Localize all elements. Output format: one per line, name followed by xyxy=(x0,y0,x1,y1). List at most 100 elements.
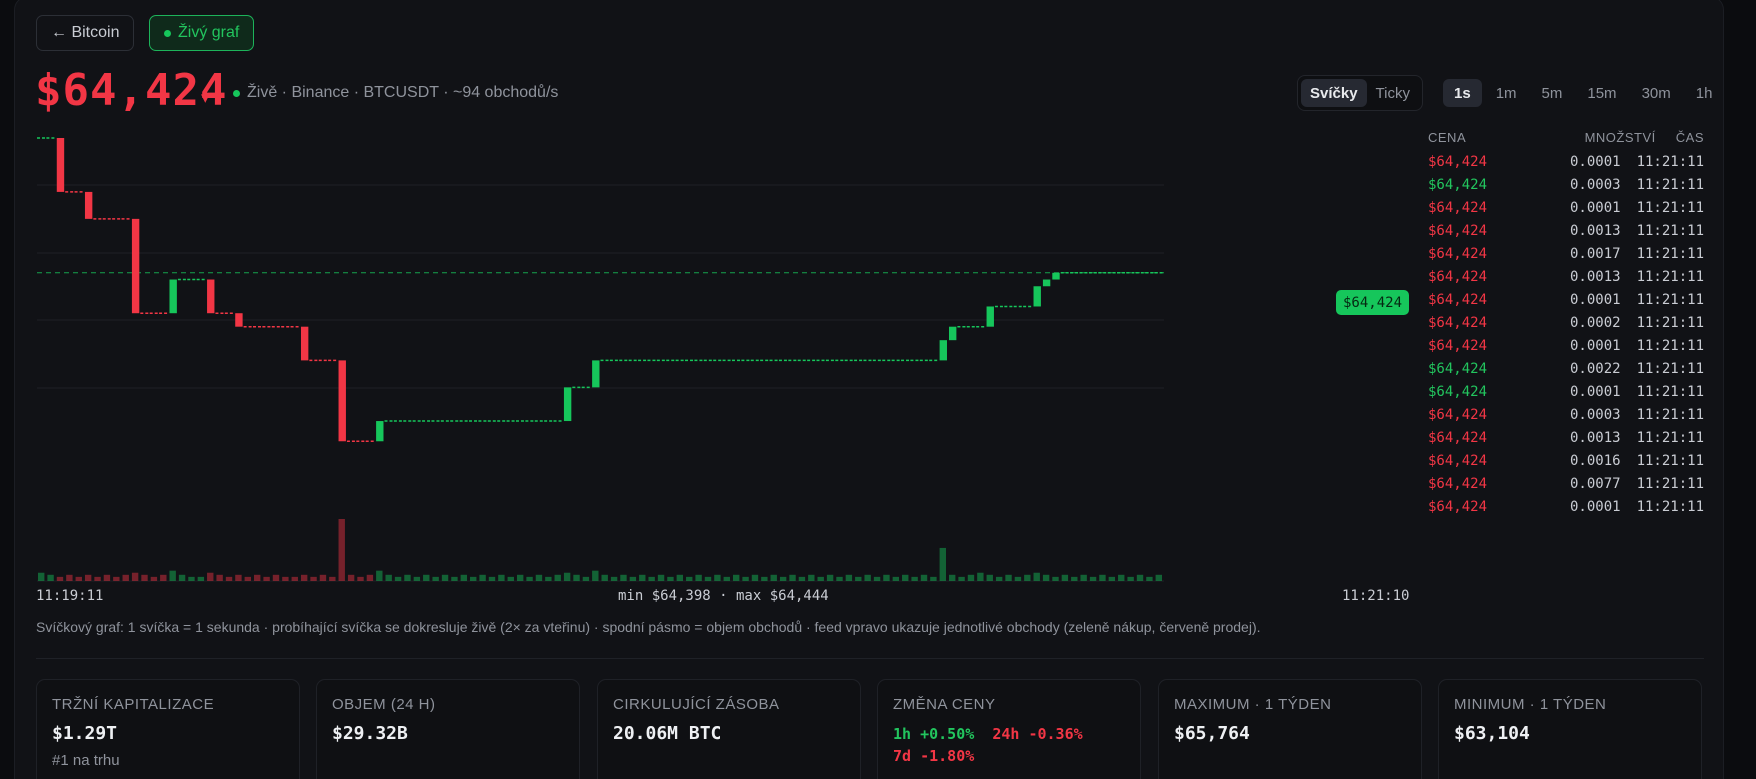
timeframe-1s[interactable]: 1s xyxy=(1443,79,1482,107)
volume-bar xyxy=(920,574,928,581)
trade-qty: 0.0001 xyxy=(1569,337,1621,354)
trade-time: 11:21:11 xyxy=(1636,360,1704,377)
volume-bar xyxy=(958,576,965,581)
volume-bar xyxy=(1071,576,1078,581)
stat-value: $1.29T xyxy=(52,723,118,744)
min-max-label: min $64,398 · max $64,444 xyxy=(618,588,829,604)
trade-row: $64,424 0.0001 11:21:11 xyxy=(1428,334,1704,357)
candlestick-chart[interactable] xyxy=(30,120,1300,585)
volume-bar xyxy=(66,574,73,581)
stat-value: $29.32B xyxy=(332,723,408,744)
trade-qty: 0.0001 xyxy=(1569,291,1621,308)
timeframe-1m[interactable]: 1m xyxy=(1495,84,1517,102)
volume-bar xyxy=(620,574,627,581)
trade-time: 11:21:11 xyxy=(1636,383,1704,400)
stat-label: TRŽNÍ KAPITALIZACE xyxy=(52,696,215,713)
volume-bar xyxy=(648,576,655,581)
chart-mode-switch: Svíčky Ticky xyxy=(1297,75,1423,111)
trade-row: $64,424 0.0013 11:21:11 xyxy=(1428,219,1704,242)
volume-bar xyxy=(535,574,543,581)
volume-bar xyxy=(1146,576,1153,581)
trade-price: $64,424 xyxy=(1428,337,1488,354)
trade-feed-rows: $64,424 0.0001 11:21:11 $64,424 0.0003 11:21:… xyxy=(1428,150,1704,518)
trade-qty: 0.0001 xyxy=(1569,383,1621,400)
volume-bar xyxy=(169,570,176,581)
main-panel xyxy=(14,0,1724,779)
timeframe-1h[interactable]: 1h xyxy=(1695,84,1713,102)
volume-bar xyxy=(601,574,608,581)
candle xyxy=(986,306,994,327)
volume-bar xyxy=(845,574,853,581)
volume-bar xyxy=(300,574,308,581)
trade-price: $64,424 xyxy=(1428,245,1488,262)
trade-row: $64,424 0.0001 11:21:11 xyxy=(1428,196,1704,219)
candle xyxy=(131,218,140,314)
candle xyxy=(1052,272,1060,280)
volume-bar xyxy=(488,576,496,581)
trade-row: $64,424 0.0001 11:21:11 xyxy=(1428,288,1704,311)
timeframe-30m[interactable]: 30m xyxy=(1641,84,1671,102)
volume-bar xyxy=(1042,574,1050,581)
volume-bar xyxy=(507,576,514,581)
trade-row: $64,424 0.0001 11:21:11 xyxy=(1428,380,1704,403)
timeframe-15m[interactable]: 15m xyxy=(1587,84,1617,102)
volume-bar xyxy=(1052,576,1059,581)
volume-bar xyxy=(855,576,862,581)
volume-bar xyxy=(310,576,317,581)
candle xyxy=(300,326,309,361)
trade-time: 11:21:11 xyxy=(1636,291,1704,308)
timeframe-switch: 1s 1m 5m 15m 30m 1h xyxy=(1440,75,1729,111)
stat-value: $65,764 xyxy=(1174,723,1250,744)
volume-bar xyxy=(582,576,590,581)
trade-row: $64,424 0.0013 11:21:11 xyxy=(1428,426,1704,449)
volume-bar xyxy=(216,574,223,581)
volume-bar xyxy=(347,574,355,581)
volume-bar xyxy=(1108,576,1116,581)
trade-qty: 0.0016 xyxy=(1569,452,1621,469)
trade-time: 11:21:11 xyxy=(1636,314,1704,331)
candle xyxy=(592,360,600,388)
volume-bar xyxy=(38,572,45,581)
volume-bar xyxy=(817,576,824,581)
tab-candles[interactable]: Svíčky xyxy=(1301,79,1367,107)
volume-bar xyxy=(948,574,956,581)
volume-bar xyxy=(516,574,524,581)
trade-qty: 0.0002 xyxy=(1569,314,1621,331)
live-info-text: Živě · Binance · BTCUSDT · ~94 obchodů/s xyxy=(247,84,559,101)
live-dot-icon xyxy=(164,29,171,37)
timeframe-5m[interactable]: 5m xyxy=(1541,84,1563,102)
volume-bar xyxy=(272,574,280,581)
volume-bar xyxy=(967,574,975,581)
chart-caption: Svíčkový graf: 1 svíčka = 1 sekunda · pr… xyxy=(36,619,1261,635)
candle xyxy=(169,279,177,314)
stat-label: OBJEM (24 H) xyxy=(332,696,436,713)
volume-bar xyxy=(695,574,702,581)
live-chart-button[interactable]: Živý graf xyxy=(149,15,255,51)
trade-price: $64,424 xyxy=(1428,199,1488,216)
stat-sub: #1 na trhu xyxy=(52,752,120,769)
stat-circulating-supply: CIRKULUJÍCÍ ZÁSOBA 20.06M BTC xyxy=(597,679,861,779)
time-axis-start: 11:19:11 xyxy=(36,588,104,604)
volume-bar xyxy=(188,576,195,581)
volume-bar xyxy=(761,576,768,581)
volume-bar xyxy=(460,574,468,581)
trade-price: $64,424 xyxy=(1428,153,1488,170)
volume-bar xyxy=(911,576,918,581)
volume-bar xyxy=(329,576,336,581)
trade-time: 11:21:11 xyxy=(1636,176,1704,193)
volume-bar xyxy=(545,576,552,581)
volume-bar xyxy=(714,574,721,581)
volume-bar xyxy=(470,576,477,581)
candle xyxy=(207,279,215,314)
tab-ticks[interactable]: Ticky xyxy=(1375,84,1410,102)
trade-time: 11:21:11 xyxy=(1636,337,1704,354)
volume-bar xyxy=(413,576,421,581)
volume-bar xyxy=(122,574,129,581)
volume-bar xyxy=(610,576,618,581)
volume-bar xyxy=(883,574,890,581)
trade-time: 11:21:11 xyxy=(1636,406,1704,423)
trade-price: $64,424 xyxy=(1428,176,1488,193)
volume-bar xyxy=(742,576,749,581)
back-button[interactable]: ← Bitcoin xyxy=(36,15,135,51)
volume-bar xyxy=(291,576,298,581)
